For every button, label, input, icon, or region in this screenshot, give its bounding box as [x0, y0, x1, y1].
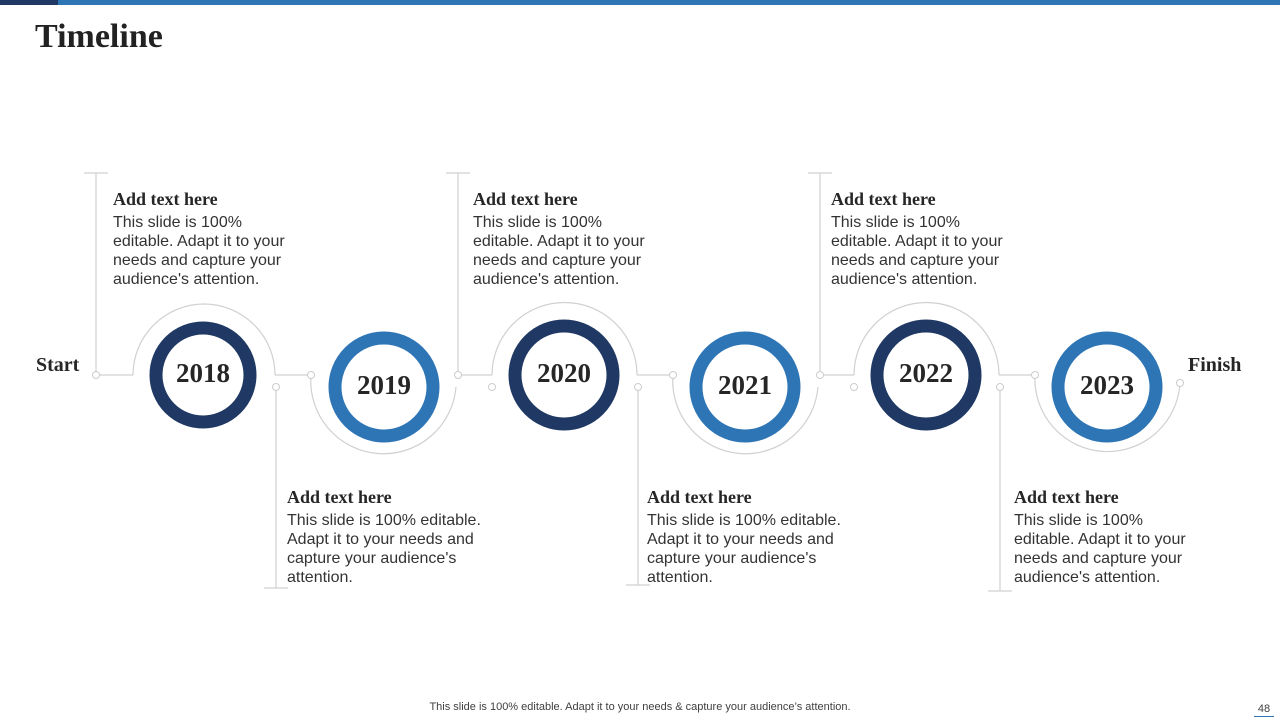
note-heading: Add text here — [113, 189, 218, 209]
arc-2021 — [672, 374, 819, 455]
dot-2022-b — [1031, 371, 1039, 379]
top-accent-bar-dark-segment — [0, 0, 58, 5]
ring-2018 — [149, 321, 257, 429]
finish-label: Finish — [1188, 354, 1242, 376]
dot-2021-b — [850, 383, 858, 391]
note-2021: Add text here This slide is 100% editabl… — [647, 486, 852, 587]
note-heading: Add text here — [287, 487, 392, 507]
note-2022: Add text here This slide is 100% editabl… — [831, 188, 1016, 289]
note-heading: Add text here — [831, 189, 936, 209]
dot-finish — [1176, 379, 1184, 387]
note-heading: Add text here — [647, 487, 752, 507]
note-body: This slide is 100% editable. Adapt it to… — [473, 214, 645, 288]
note-body: This slide is 100% editable. Adapt it to… — [287, 512, 481, 586]
arc-2018 — [132, 303, 276, 376]
arc-2023 — [1034, 374, 1181, 453]
ring-2019 — [328, 331, 440, 443]
year-2023: 2023 — [1080, 370, 1134, 400]
dot-2019-a — [454, 371, 462, 379]
dot-2018-b — [307, 371, 315, 379]
note-body: This slide is 100% editable. Adapt it to… — [647, 512, 841, 586]
note-body: This slide is 100% editable. Adapt it to… — [113, 214, 285, 288]
note-2023: Add text here This slide is 100% editabl… — [1014, 486, 1199, 587]
ring-2022 — [870, 319, 982, 431]
dot-2020-a — [634, 383, 642, 391]
year-2021: 2021 — [718, 370, 772, 400]
note-2018: Add text here This slide is 100% editabl… — [113, 188, 298, 289]
dot-2021-a — [816, 371, 824, 379]
dot-2018-a — [272, 383, 280, 391]
page-number: 48 — [1257, 703, 1271, 715]
note-2019: Add text here This slide is 100% editabl… — [287, 486, 492, 587]
dot-2020-b — [669, 371, 677, 379]
page-number-underline — [1254, 716, 1274, 717]
slide-title: Timeline — [35, 18, 163, 55]
note-2020: Add text here This slide is 100% editabl… — [473, 188, 658, 289]
arc-2022 — [853, 301, 1000, 376]
note-heading: Add text here — [473, 189, 578, 209]
ring-2021 — [689, 331, 801, 443]
ring-2020 — [508, 319, 620, 431]
year-2018: 2018 — [176, 358, 230, 388]
note-heading: Add text here — [1014, 487, 1119, 507]
footer-note: This slide is 100% editable. Adapt it to… — [429, 701, 851, 713]
year-2019: 2019 — [357, 370, 411, 400]
dot-start — [92, 371, 100, 379]
start-label: Start — [36, 354, 80, 376]
top-accent-bar — [0, 0, 1280, 5]
year-2020: 2020 — [537, 358, 591, 388]
dot-2022-a — [996, 383, 1004, 391]
note-body: This slide is 100% editable. Adapt it to… — [1014, 512, 1186, 586]
arc-2020 — [491, 301, 638, 376]
ring-2023 — [1051, 331, 1163, 443]
year-2022: 2022 — [899, 358, 953, 388]
dot-2019-b — [488, 383, 496, 391]
note-body: This slide is 100% editable. Adapt it to… — [831, 214, 1003, 288]
arc-2019 — [310, 374, 457, 455]
